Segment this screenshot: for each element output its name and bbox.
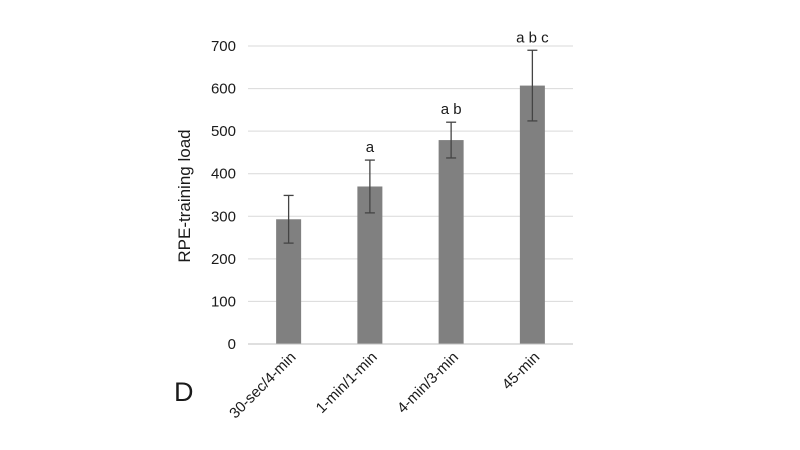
y-tick-label: 200 [211,251,236,268]
x-tick-label: 1-min/1-min [313,349,381,417]
x-tick-label: 45-min [499,349,543,393]
x-tick-label: 4-min/3-min [394,349,462,417]
bar [438,140,464,344]
y-tick-label: 600 [211,81,236,98]
error-bars [283,49,538,244]
bar [519,85,545,344]
y-tick-label: 700 [211,38,236,55]
y-tick-label: 500 [211,123,236,140]
bars [276,85,545,344]
y-axis-label: RPE-training load [175,129,194,262]
significance-labels: a a b a b c [366,29,549,156]
y-tick-label: 300 [211,208,236,225]
significance-label: a b c [516,29,549,46]
y-tick-label: 100 [211,293,236,310]
y-tick-label: 400 [211,166,236,183]
x-axis-tick-labels: 30-sec/4-min 1-min/1-min 4-min/3-min 45-min [226,349,543,422]
significance-label: a b [441,101,462,118]
x-tick-label: 30-sec/4-min [226,349,299,422]
y-axis-tick-labels: 0 100 200 300 400 500 600 700 [211,38,236,353]
y-tick-label: 0 [228,336,236,353]
panel-label: D [174,377,194,407]
significance-label: a [366,139,375,156]
grid-lines [248,45,573,302]
